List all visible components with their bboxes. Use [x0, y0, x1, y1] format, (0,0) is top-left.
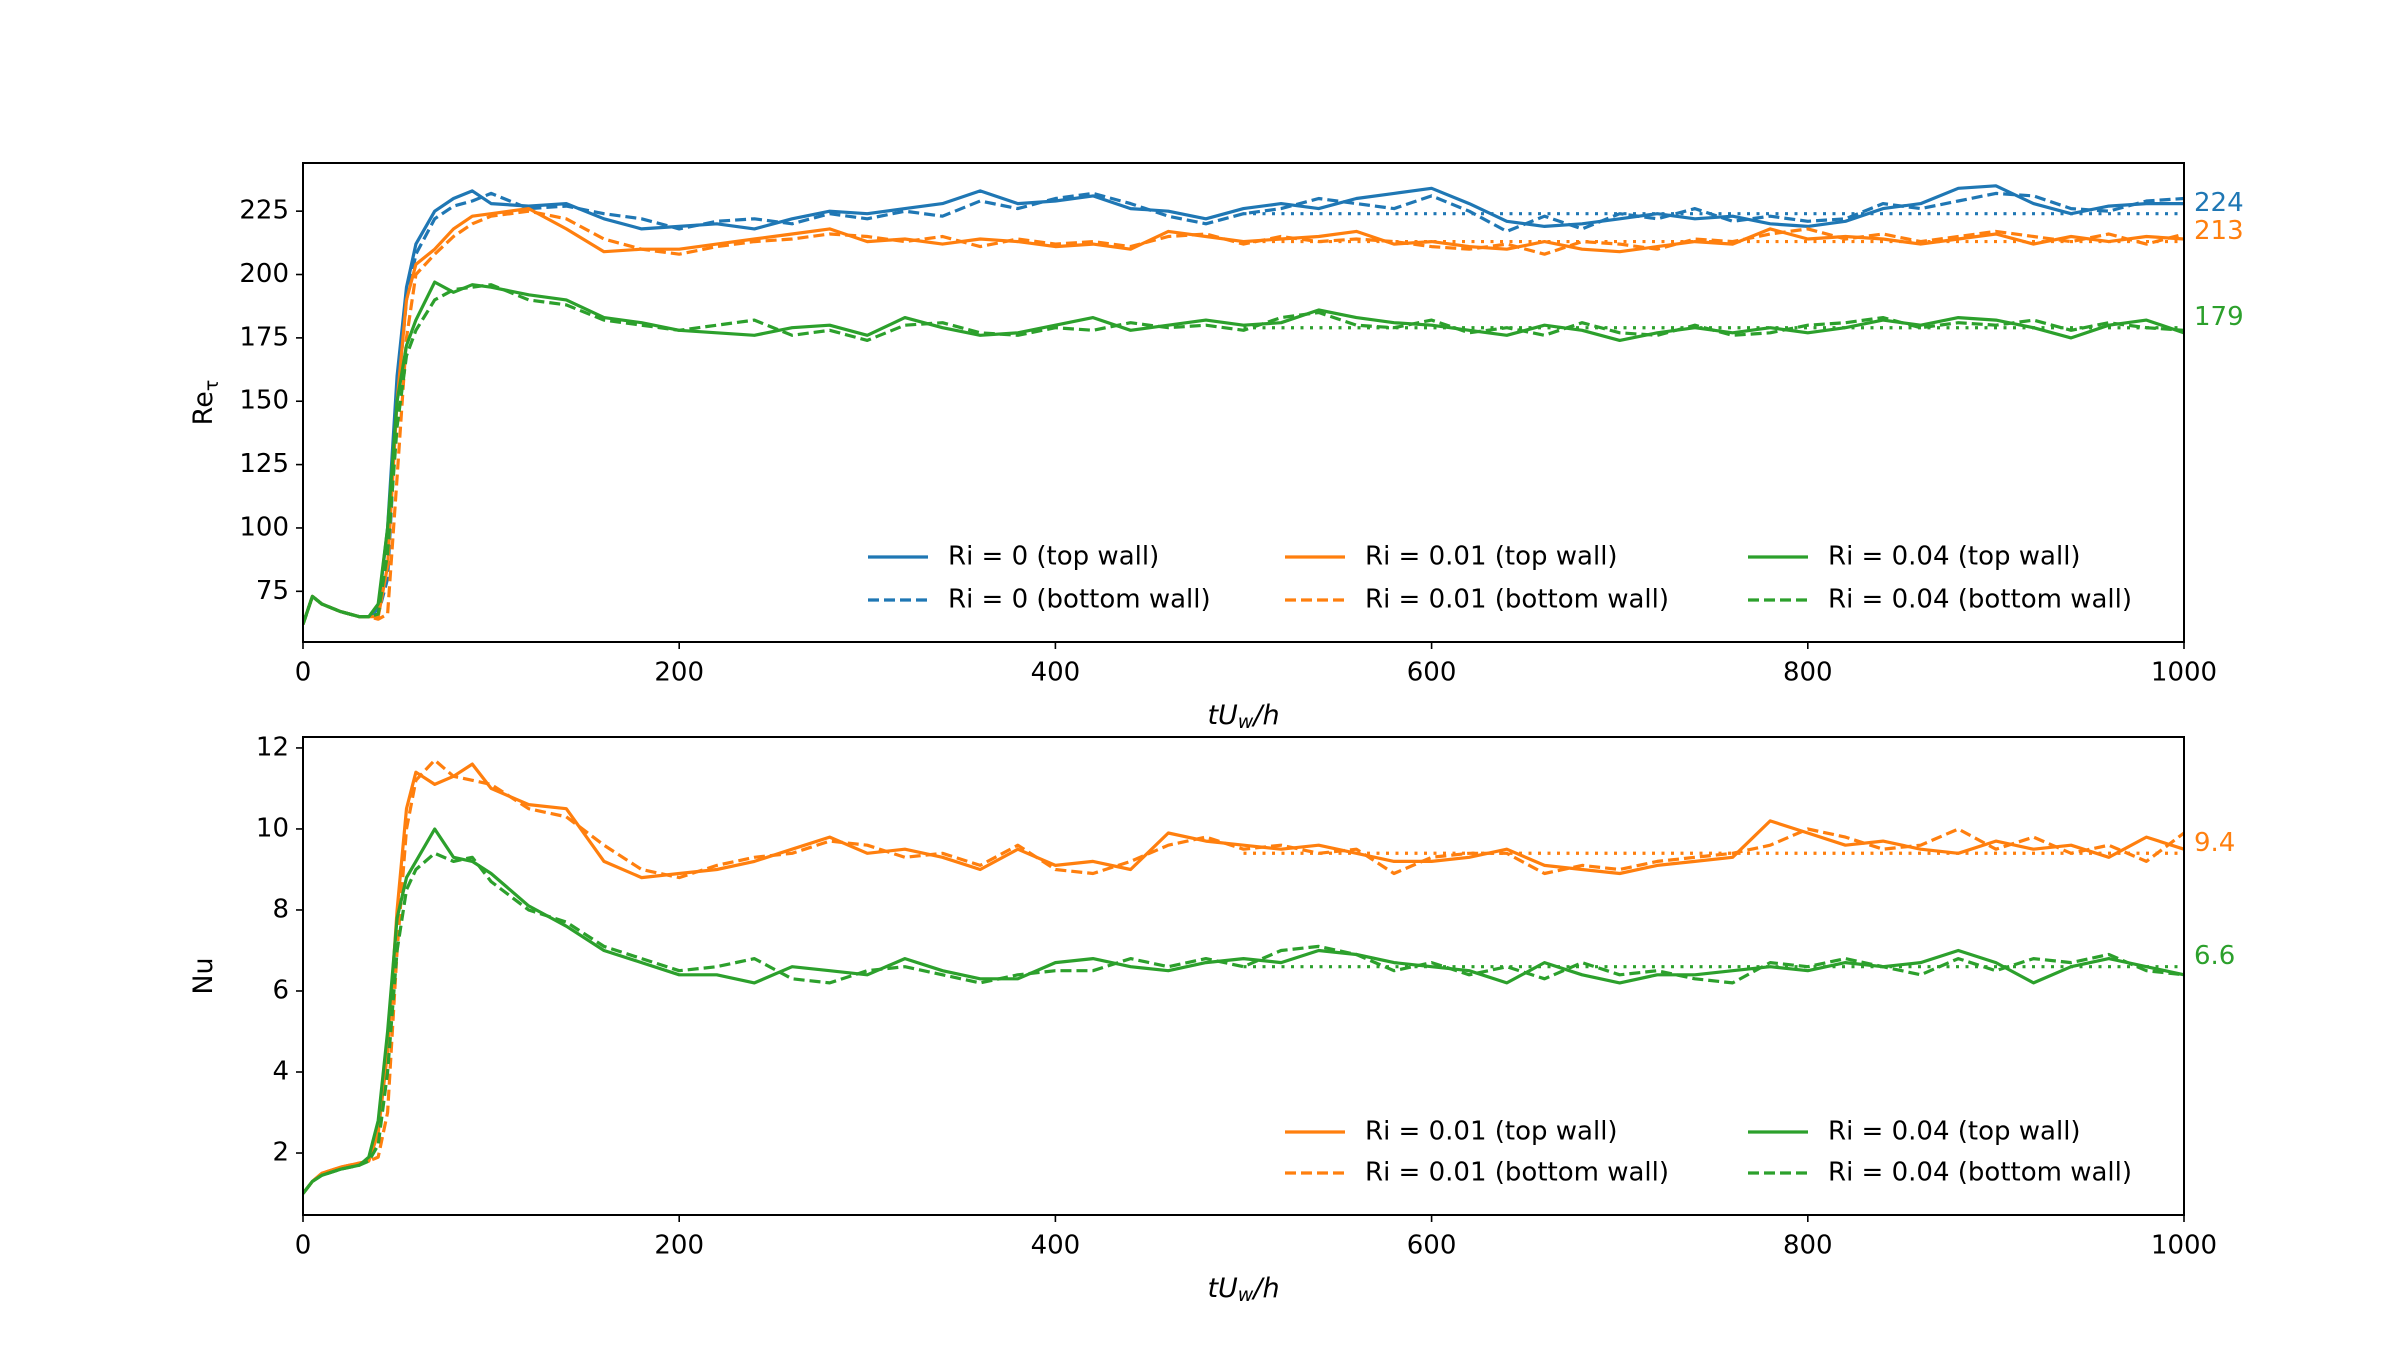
- x-tick-label: 200: [654, 658, 704, 688]
- legend-label: Ri = 0.04 (bottom wall): [1828, 1158, 2132, 1188]
- legend-label: Ri = 0 (top wall): [948, 542, 1159, 572]
- legend-label: Ri = 0.01 (bottom wall): [1365, 585, 1669, 615]
- y-axis-label: Reτ: [188, 380, 223, 426]
- x-label-main: tU: [1207, 700, 1238, 731]
- legend-entry: Ri = 0.04 (top wall): [1748, 1117, 2081, 1147]
- x-tick-label: 600: [1407, 658, 1457, 688]
- legend-label: Ri = 0 (bottom wall): [948, 585, 1211, 615]
- series-line-5: [303, 280, 2184, 625]
- y-axis-label: Nu: [188, 957, 219, 994]
- x-label-suffix: /h: [1251, 700, 1279, 731]
- legend-entry: Ri = 0.04 (bottom wall): [1748, 585, 2132, 615]
- y-tick-label: 10: [256, 813, 289, 843]
- axes-frame: [302, 162, 2185, 643]
- legend-label: Ri = 0.04 (bottom wall): [1828, 585, 2132, 615]
- legend-entry: Ri = 0.01 (bottom wall): [1285, 585, 1669, 615]
- series-line-3: [303, 207, 2184, 625]
- x-tick-label: 200: [654, 1231, 704, 1261]
- legend-label: Ri = 0.01 (top wall): [1365, 542, 1618, 572]
- plot-area: [303, 758, 2184, 1195]
- x-label-suffix: /h: [1251, 1273, 1279, 1304]
- mean-label: 179: [2194, 302, 2244, 332]
- series-line-2: [303, 191, 2184, 625]
- series-line-4: [303, 209, 2184, 625]
- series-line-3: [303, 827, 2184, 1195]
- y-tick-label: 75: [256, 576, 289, 606]
- legend-label: Ri = 0.01 (bottom wall): [1365, 1158, 1669, 1188]
- y-label-main: Nu: [188, 957, 219, 994]
- y-tick-label: 12: [256, 732, 289, 762]
- legend-entry: Ri = 0.01 (top wall): [1285, 1117, 1618, 1147]
- x-tick-label: 1000: [2151, 1231, 2217, 1261]
- legend-entry: Ri = 0.01 (top wall): [1285, 542, 1618, 572]
- y-label-sub: τ: [201, 380, 223, 391]
- panel-2: 9.4 6.6 0 200 400 600 800 1000 2 4 6 8 10 12 tUw/h Nu Ri…: [188, 732, 2235, 1305]
- series-line-1: [303, 184, 2184, 625]
- y-tick-label: 2: [272, 1138, 289, 1168]
- x-tick-label: 400: [1031, 1231, 1081, 1261]
- axes-frame: [302, 736, 2185, 1216]
- legend-entry: Ri = 0 (top wall): [868, 542, 1159, 572]
- mean-label: 9.4: [2194, 828, 2235, 858]
- legend-entry: Ri = 0.04 (top wall): [1748, 542, 2081, 572]
- y-tick-label: 100: [239, 512, 289, 542]
- series-line-1: [303, 762, 2184, 1195]
- x-tick-label: 0: [295, 1231, 312, 1261]
- series-line-2: [303, 758, 2184, 1195]
- y-tick-label: 225: [239, 196, 289, 226]
- y-tick-label: 4: [272, 1057, 289, 1087]
- y-tick-label: 8: [272, 894, 289, 924]
- x-axis-label: tUw/h: [1207, 1273, 1279, 1306]
- x-tick-label: 1000: [2151, 658, 2217, 688]
- x-label-sub: w: [1238, 1284, 1254, 1306]
- mean-label: 6.6: [2194, 941, 2235, 971]
- x-tick-label: 400: [1031, 658, 1081, 688]
- legend-entry: Ri = 0.04 (bottom wall): [1748, 1158, 2132, 1188]
- legend-entry: Ri = 0 (bottom wall): [868, 585, 1211, 615]
- y-label-main: Re: [188, 391, 219, 425]
- mean-label: 224: [2194, 188, 2244, 218]
- x-label-main: tU: [1207, 1273, 1238, 1304]
- x-tick-label: 800: [1783, 1231, 1833, 1261]
- legend-entry: Ri = 0.01 (bottom wall): [1285, 1158, 1669, 1188]
- y-tick-label: 200: [239, 259, 289, 289]
- y-tick-label: 125: [239, 449, 289, 479]
- x-tick-label: 800: [1783, 658, 1833, 688]
- x-tick-label: 600: [1407, 1231, 1457, 1261]
- y-tick-label: 175: [239, 322, 289, 352]
- legend-label: Ri = 0.01 (top wall): [1365, 1117, 1618, 1147]
- legend-label: Ri = 0.04 (top wall): [1828, 1117, 2081, 1147]
- x-axis-label: tUw/h: [1207, 700, 1279, 733]
- y-tick-label: 150: [239, 386, 289, 416]
- legend-label: Ri = 0.04 (top wall): [1828, 542, 2081, 572]
- series-line-6: [303, 283, 2184, 625]
- plot-area: [303, 184, 2184, 625]
- series-line-4: [303, 851, 2184, 1195]
- x-label-sub: w: [1238, 711, 1254, 733]
- mean-label: 213: [2194, 216, 2244, 246]
- x-tick-label: 0: [295, 658, 312, 688]
- y-tick-label: 6: [272, 975, 289, 1005]
